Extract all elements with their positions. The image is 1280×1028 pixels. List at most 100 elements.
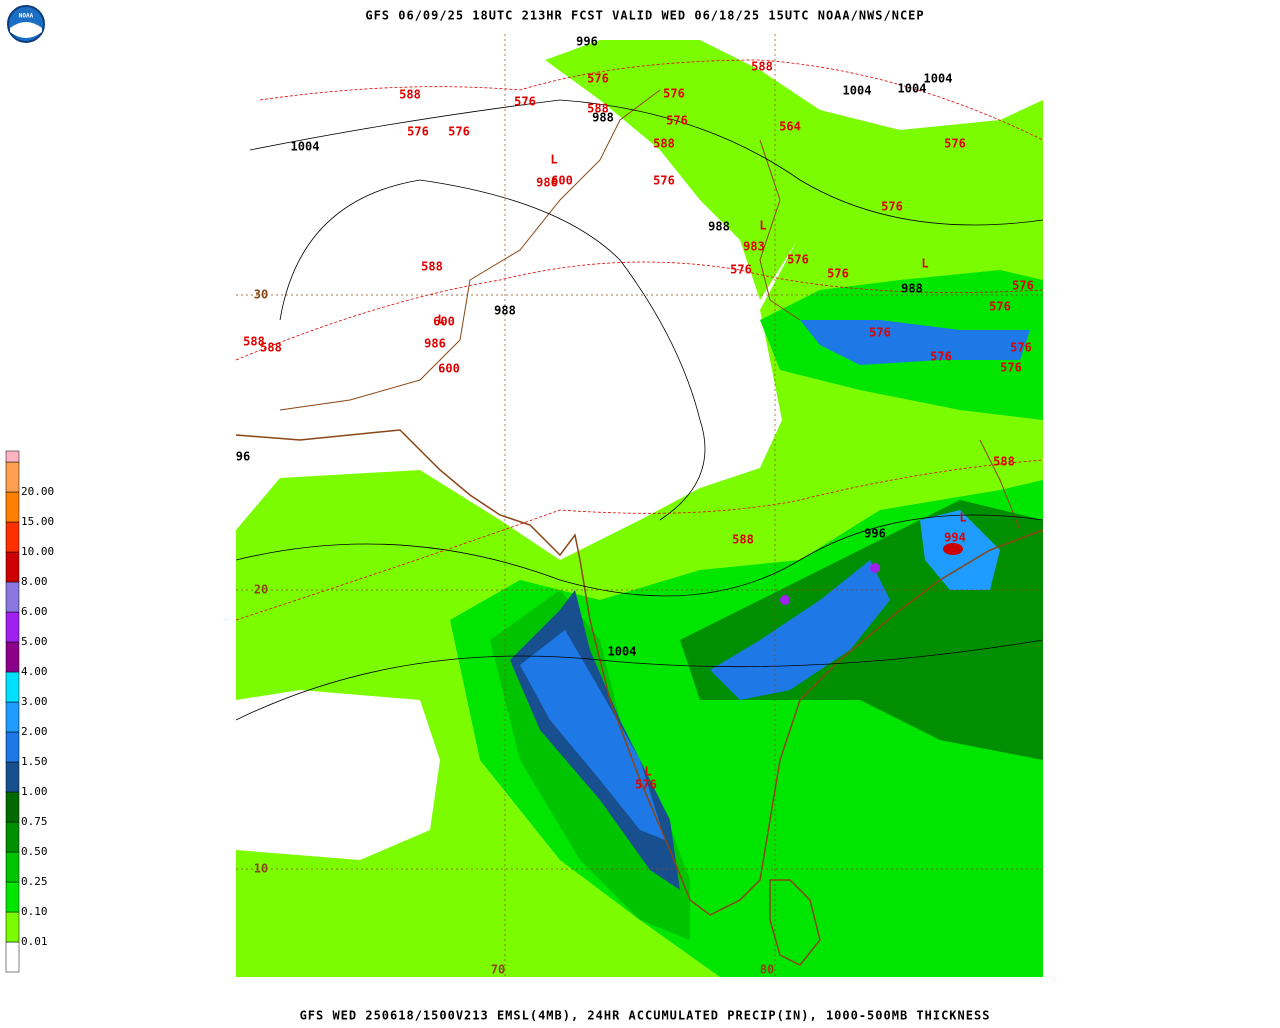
thickness-label: 588 [751,60,773,74]
thickness-label: 576 [881,200,903,214]
precip-150 [520,630,665,840]
latitude-label: 30 [254,288,268,302]
latitude-label: 10 [254,862,268,876]
legend-label: 1.50 [21,755,48,768]
pressure-label: 988 [592,111,614,125]
legend-label: 3.00 [21,695,48,708]
graticule [236,34,1043,977]
legend-swatch [5,461,20,493]
thickness-label: 576 [407,125,429,139]
legend-label: 0.50 [21,845,48,858]
legend-swatch [5,521,20,553]
precip-spot [780,595,790,605]
map-area [235,34,1044,977]
legend-label: 2.00 [21,725,48,738]
legend-swatch [5,881,20,913]
thickness-label: 576 [944,137,966,151]
precip-150-east [710,560,890,700]
thickness-label: 576 [989,300,1011,314]
thickness-label: 576 [869,326,891,340]
pressure-label: 1004 [291,140,320,154]
legend-label: 8.00 [21,575,48,588]
thickness-label: 588 [732,533,754,547]
thickness-label: 588 [260,341,282,355]
legend: 0.01 0.10 0.25 0.50 0.75 1.00 1.50 2.00 3.00 4.00… [5,450,54,973]
thickness-line [259,59,1044,141]
longitude-label: 80 [760,963,774,977]
thickness-label: 576 [787,253,809,267]
legend-swatch [5,701,20,733]
isobar [279,179,706,521]
pressure-label: 1004 [924,72,953,86]
legend-label: 6.00 [21,605,48,618]
thickness-label: 576 [1010,341,1032,355]
borders [279,89,1021,531]
isobar [235,639,1044,721]
pressure-label: 988 [708,220,730,234]
thickness-label: 576 [730,263,752,277]
low-symbol: L [759,219,766,233]
low-symbol: L [959,511,966,525]
legend-label: 0.75 [21,815,48,828]
pressure-label: 996 [576,35,598,49]
thickness-label: 576 [653,174,675,188]
precip-spot [870,563,880,573]
thickness-label: 576 [635,778,657,792]
dry-area-sea [236,690,440,860]
legend-swatch [5,851,20,883]
noaa-logo: NOAA [7,5,45,43]
legend-label: 4.00 [21,665,48,678]
low-symbol: L [550,153,557,167]
thickness-label: 588 [587,102,609,116]
coastline [235,429,1044,916]
legend-label: 0.25 [21,875,48,888]
pressure-label: 96 [236,450,250,464]
legend-swatch [5,911,20,943]
thickness-label: 564 [779,120,801,134]
precip-150-north [800,320,1030,365]
logo-gull [10,22,42,38]
legend-swatch [5,671,20,703]
legend-swatch [5,551,20,583]
legend-label: 1.00 [21,785,48,798]
legend-swatch [5,731,20,763]
low-value: 986 [424,337,446,351]
thickness-label: 588 [993,455,1015,469]
legend-swatch [5,761,20,793]
legend-label: 20.00 [21,485,54,498]
thickness-label: 600 [551,174,573,188]
low-symbol: L [644,765,651,779]
pressure-label: 988 [494,304,516,318]
thickness-label: 576 [666,114,688,128]
legend-swatch [5,821,20,853]
low-value: 983 [743,240,765,254]
thickness-label: 588 [399,88,421,102]
thickness-label: 576 [663,87,685,101]
thickness-label: 576 [514,95,536,109]
legend-label: 0.01 [21,935,48,948]
legend-swatch [5,641,20,673]
legend-swatch [5,450,20,463]
isobar [235,514,1044,597]
low-symbol: L [921,257,928,271]
legend-label: 10.00 [21,545,54,558]
thickness-label: 576 [587,72,609,86]
thickness-label: 576 [930,350,952,364]
thickness-label: 600 [438,362,460,376]
legend-swatch [5,491,20,523]
thickness-label: 576 [1012,279,1034,293]
thickness-label: 576 [448,125,470,139]
legend-label: 15.00 [21,515,54,528]
longitude-label: 70 [491,963,505,977]
pressure-label: 1004 [608,645,637,659]
low-value: 986 [536,176,558,190]
legend-label: 5.00 [21,635,48,648]
thickness-label: 576 [827,267,849,281]
low-value: 994 [944,531,966,545]
thickness-label: 600 [433,315,455,329]
legend-label: 0.10 [21,905,48,918]
precip-max [943,543,963,555]
thickness-line [235,261,1044,361]
